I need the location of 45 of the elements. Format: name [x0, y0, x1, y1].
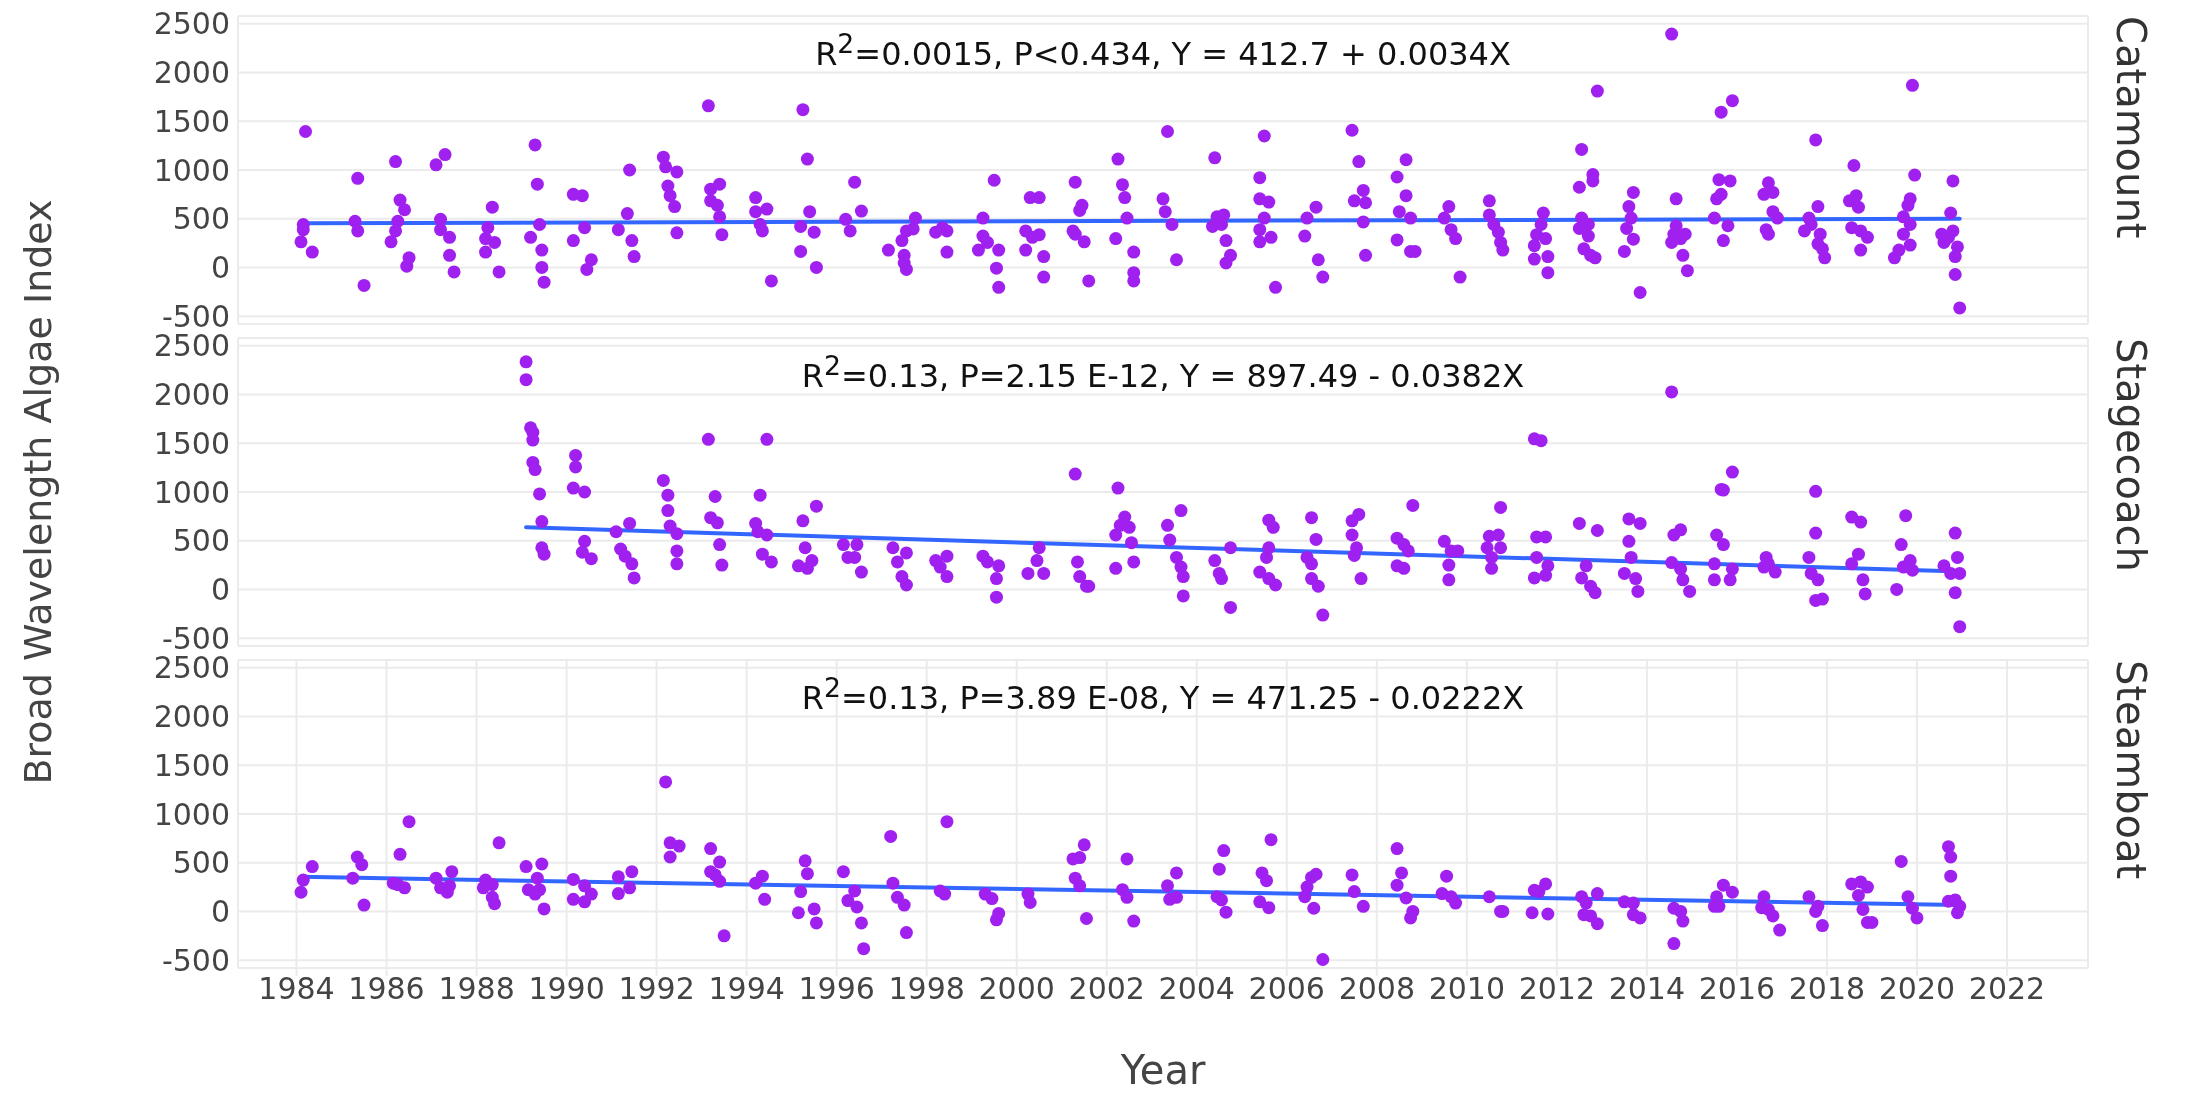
- text: Steamboat: [2108, 660, 2154, 882]
- y-axis-title: Broad Wavelength Algae Index: [16, 199, 60, 785]
- y-tick-label: 0: [210, 572, 230, 608]
- y-tick-label: -500: [161, 942, 230, 978]
- y-tick-label: 0: [210, 894, 230, 930]
- x-tick-label: 2006: [1248, 971, 1325, 1007]
- x-tick-label: 2012: [1518, 971, 1596, 1007]
- y-tick-label: 2000: [153, 377, 230, 413]
- x-tick-label: 1998: [888, 971, 965, 1007]
- y-tick-label: 2500: [153, 6, 230, 42]
- y-tick-label: 1500: [153, 747, 230, 783]
- text: Catamount: [2108, 16, 2154, 241]
- y-tick-label: 2000: [153, 699, 230, 735]
- y-tick-label: 500: [172, 523, 230, 559]
- x-tick-label: 1984: [258, 971, 335, 1007]
- y-tick-label: 0: [210, 250, 230, 286]
- text: Stagecoach: [2108, 338, 2154, 574]
- x-tick-label: 1986: [348, 971, 425, 1007]
- y-tick-label: 1500: [153, 103, 230, 139]
- x-tick-label: 1996: [798, 971, 875, 1007]
- y-tick-label: 500: [172, 201, 230, 237]
- x-tick-label: 2010: [1428, 971, 1506, 1007]
- x-tick-label: 1988: [438, 971, 515, 1007]
- y-tick-label: 500: [172, 845, 230, 881]
- y-tick-label: 1500: [153, 425, 230, 461]
- x-tick-label: 1994: [708, 971, 785, 1007]
- annotation: R$^{2}$=0.13, P=2.15 E-12, Y = 897.49 - 0.0382X: [801, 350, 1525, 395]
- x-tick-label: 2002: [1068, 971, 1145, 1007]
- x-tick-label: 2022: [1968, 971, 2046, 1007]
- x-tick-label: 2000: [978, 971, 1055, 1007]
- annotation: R$^{2}$=0.13, P=3.89 E-08, Y = 471.25 - 0.0222X: [801, 672, 1525, 717]
- x-tick-label: 1992: [618, 971, 695, 1007]
- x-tick-label: 2016: [1698, 971, 1776, 1007]
- x-axis-title: Year: [1119, 1047, 1206, 1093]
- y-tick-label: 1000: [153, 474, 230, 510]
- x-tick-label: 1990: [528, 971, 605, 1007]
- y-tick-label: 2000: [153, 55, 230, 91]
- x-tick-label: 2008: [1338, 971, 1415, 1007]
- x-tick-label: 2004: [1158, 971, 1235, 1007]
- y-tick-label: 1000: [153, 796, 230, 832]
- annotation: R$^{2}$=0.0015, P<0.434, Y = 412.7 + 0.0034X: [815, 28, 1511, 73]
- x-tick-label: 2018: [1788, 971, 1866, 1007]
- x-tick-label: 2014: [1608, 971, 1686, 1007]
- x-tick-label: 2020: [1878, 971, 1956, 1007]
- y-tick-label: 1000: [153, 152, 230, 188]
